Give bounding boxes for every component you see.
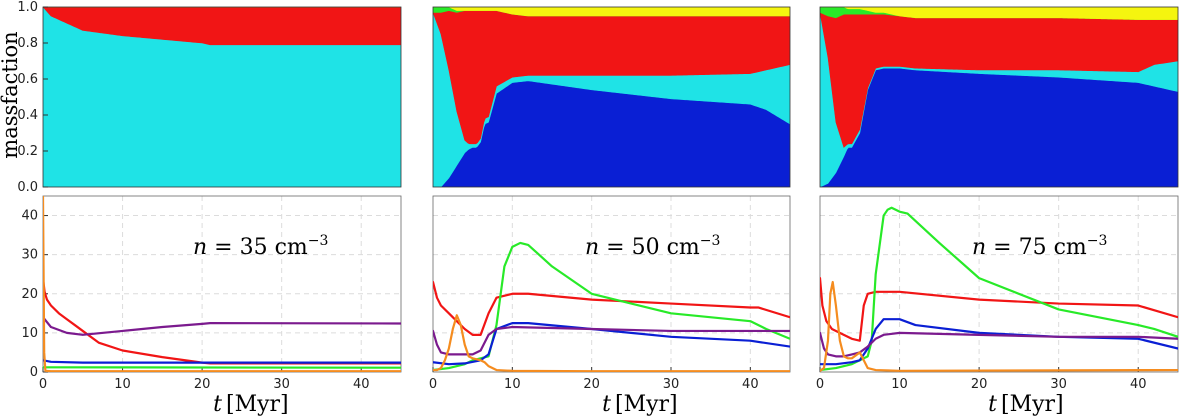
x-tick-label: 30 (1050, 377, 1067, 392)
svg-text:[Myr]: [Myr] (226, 392, 289, 416)
x-axis-label-middle: t [Myr] (602, 392, 677, 416)
series-lines (820, 206, 1178, 372)
x-tick-label: 0 (39, 377, 47, 392)
panels: 0.0 0.2 0.4 0.6 0.8 1.0 0 10 20 30 40 0 10 20 30 40 n = … (17, 0, 1179, 392)
density-annotation: n = 35 cm−3 (193, 233, 328, 260)
y-tick-label: 0.4 (17, 108, 38, 123)
x-axis-label-left: t [Myr] (213, 392, 288, 416)
panel-frame (432, 6, 791, 188)
x-axis-label-right: t [Myr] (988, 392, 1063, 416)
y-tick-label: 10 (21, 326, 38, 341)
panel-frame (819, 195, 1179, 373)
x-tick-label: 40 (353, 377, 370, 392)
series-line-purple (43, 316, 401, 336)
series-line-red (433, 280, 790, 336)
y-tick-label: 20 (21, 287, 38, 302)
svg-text:t: t (988, 392, 997, 416)
y-axis-label-massfaction: massfaction (0, 31, 22, 158)
grid (433, 196, 790, 372)
density-annotation: n = 50 cm−3 (585, 233, 720, 260)
svg-text:[Myr]: [Myr] (615, 392, 678, 416)
area-blue (820, 67, 1178, 187)
series-lines (43, 196, 401, 372)
panel-bottom-right: 0 10 20 30 40 n = 75 cm−3 (816, 195, 1179, 392)
x-tick-label: 10 (504, 377, 521, 392)
stacked-area (433, 7, 790, 187)
x-tick-label: 40 (1130, 377, 1147, 392)
area-yellow (433, 7, 790, 17)
series-line-purple (433, 325, 790, 356)
area-yellow (820, 7, 1178, 20)
y-tick-label: 0.0 (17, 180, 38, 195)
grid (820, 196, 1178, 372)
series-line-purple (820, 331, 1178, 358)
panel-frame (42, 6, 402, 188)
series-line-orange (433, 314, 790, 372)
density-annotation: n = 75 cm−3 (972, 233, 1107, 260)
area-red (43, 7, 401, 46)
series-line-blue (43, 359, 401, 364)
y-tick-label: 0.8 (17, 36, 38, 51)
x-tick-label: 10 (891, 377, 908, 392)
svg-text:[Myr]: [Myr] (1001, 392, 1064, 416)
x-tick-label: 10 (114, 377, 131, 392)
series-line-red (43, 277, 401, 365)
svg-text:t: t (213, 392, 222, 416)
stacked-area (820, 7, 1178, 187)
panel-bottom-middle: 0 10 20 30 40 n = 50 cm−3 (429, 195, 791, 392)
series-line-blue (433, 322, 790, 366)
series-line-green (820, 206, 1178, 372)
y-tick-label: 30 (21, 248, 38, 263)
grid (43, 196, 401, 372)
x-tick-label: 20 (971, 377, 988, 392)
x-tick-label: 20 (194, 377, 211, 392)
y-tick-label: 0.6 (17, 72, 38, 87)
x-tick-label: 0 (816, 377, 824, 392)
panel-frame (819, 6, 1179, 188)
panel-frame (432, 195, 791, 373)
series-line-orange (43, 196, 401, 372)
y-tick-label: 0 (30, 365, 38, 380)
series-line-orange (820, 280, 1178, 372)
x-tick-label: 30 (663, 377, 680, 392)
y-tick-label: 1.0 (17, 0, 38, 15)
panel-top-middle (432, 6, 791, 188)
x-tick-label: 20 (583, 377, 600, 392)
panel-top-left: 0.0 0.2 0.4 0.6 0.8 1.0 (17, 0, 402, 195)
panel-frame (42, 195, 402, 373)
y-tick-label: 40 (21, 209, 38, 224)
panel-bottom-left: 0 10 20 30 40 0 10 20 30 40 n = 35 cm−3 (21, 195, 402, 392)
svg-text:t: t (602, 392, 611, 416)
panel-top-right (819, 6, 1179, 188)
x-tick-label: 0 (429, 377, 437, 392)
x-tick-label: 40 (742, 377, 759, 392)
stacked-area (43, 7, 401, 187)
y-tick-label: 0.2 (17, 144, 38, 159)
series-lines (433, 241, 790, 372)
x-tick-label: 30 (273, 377, 290, 392)
